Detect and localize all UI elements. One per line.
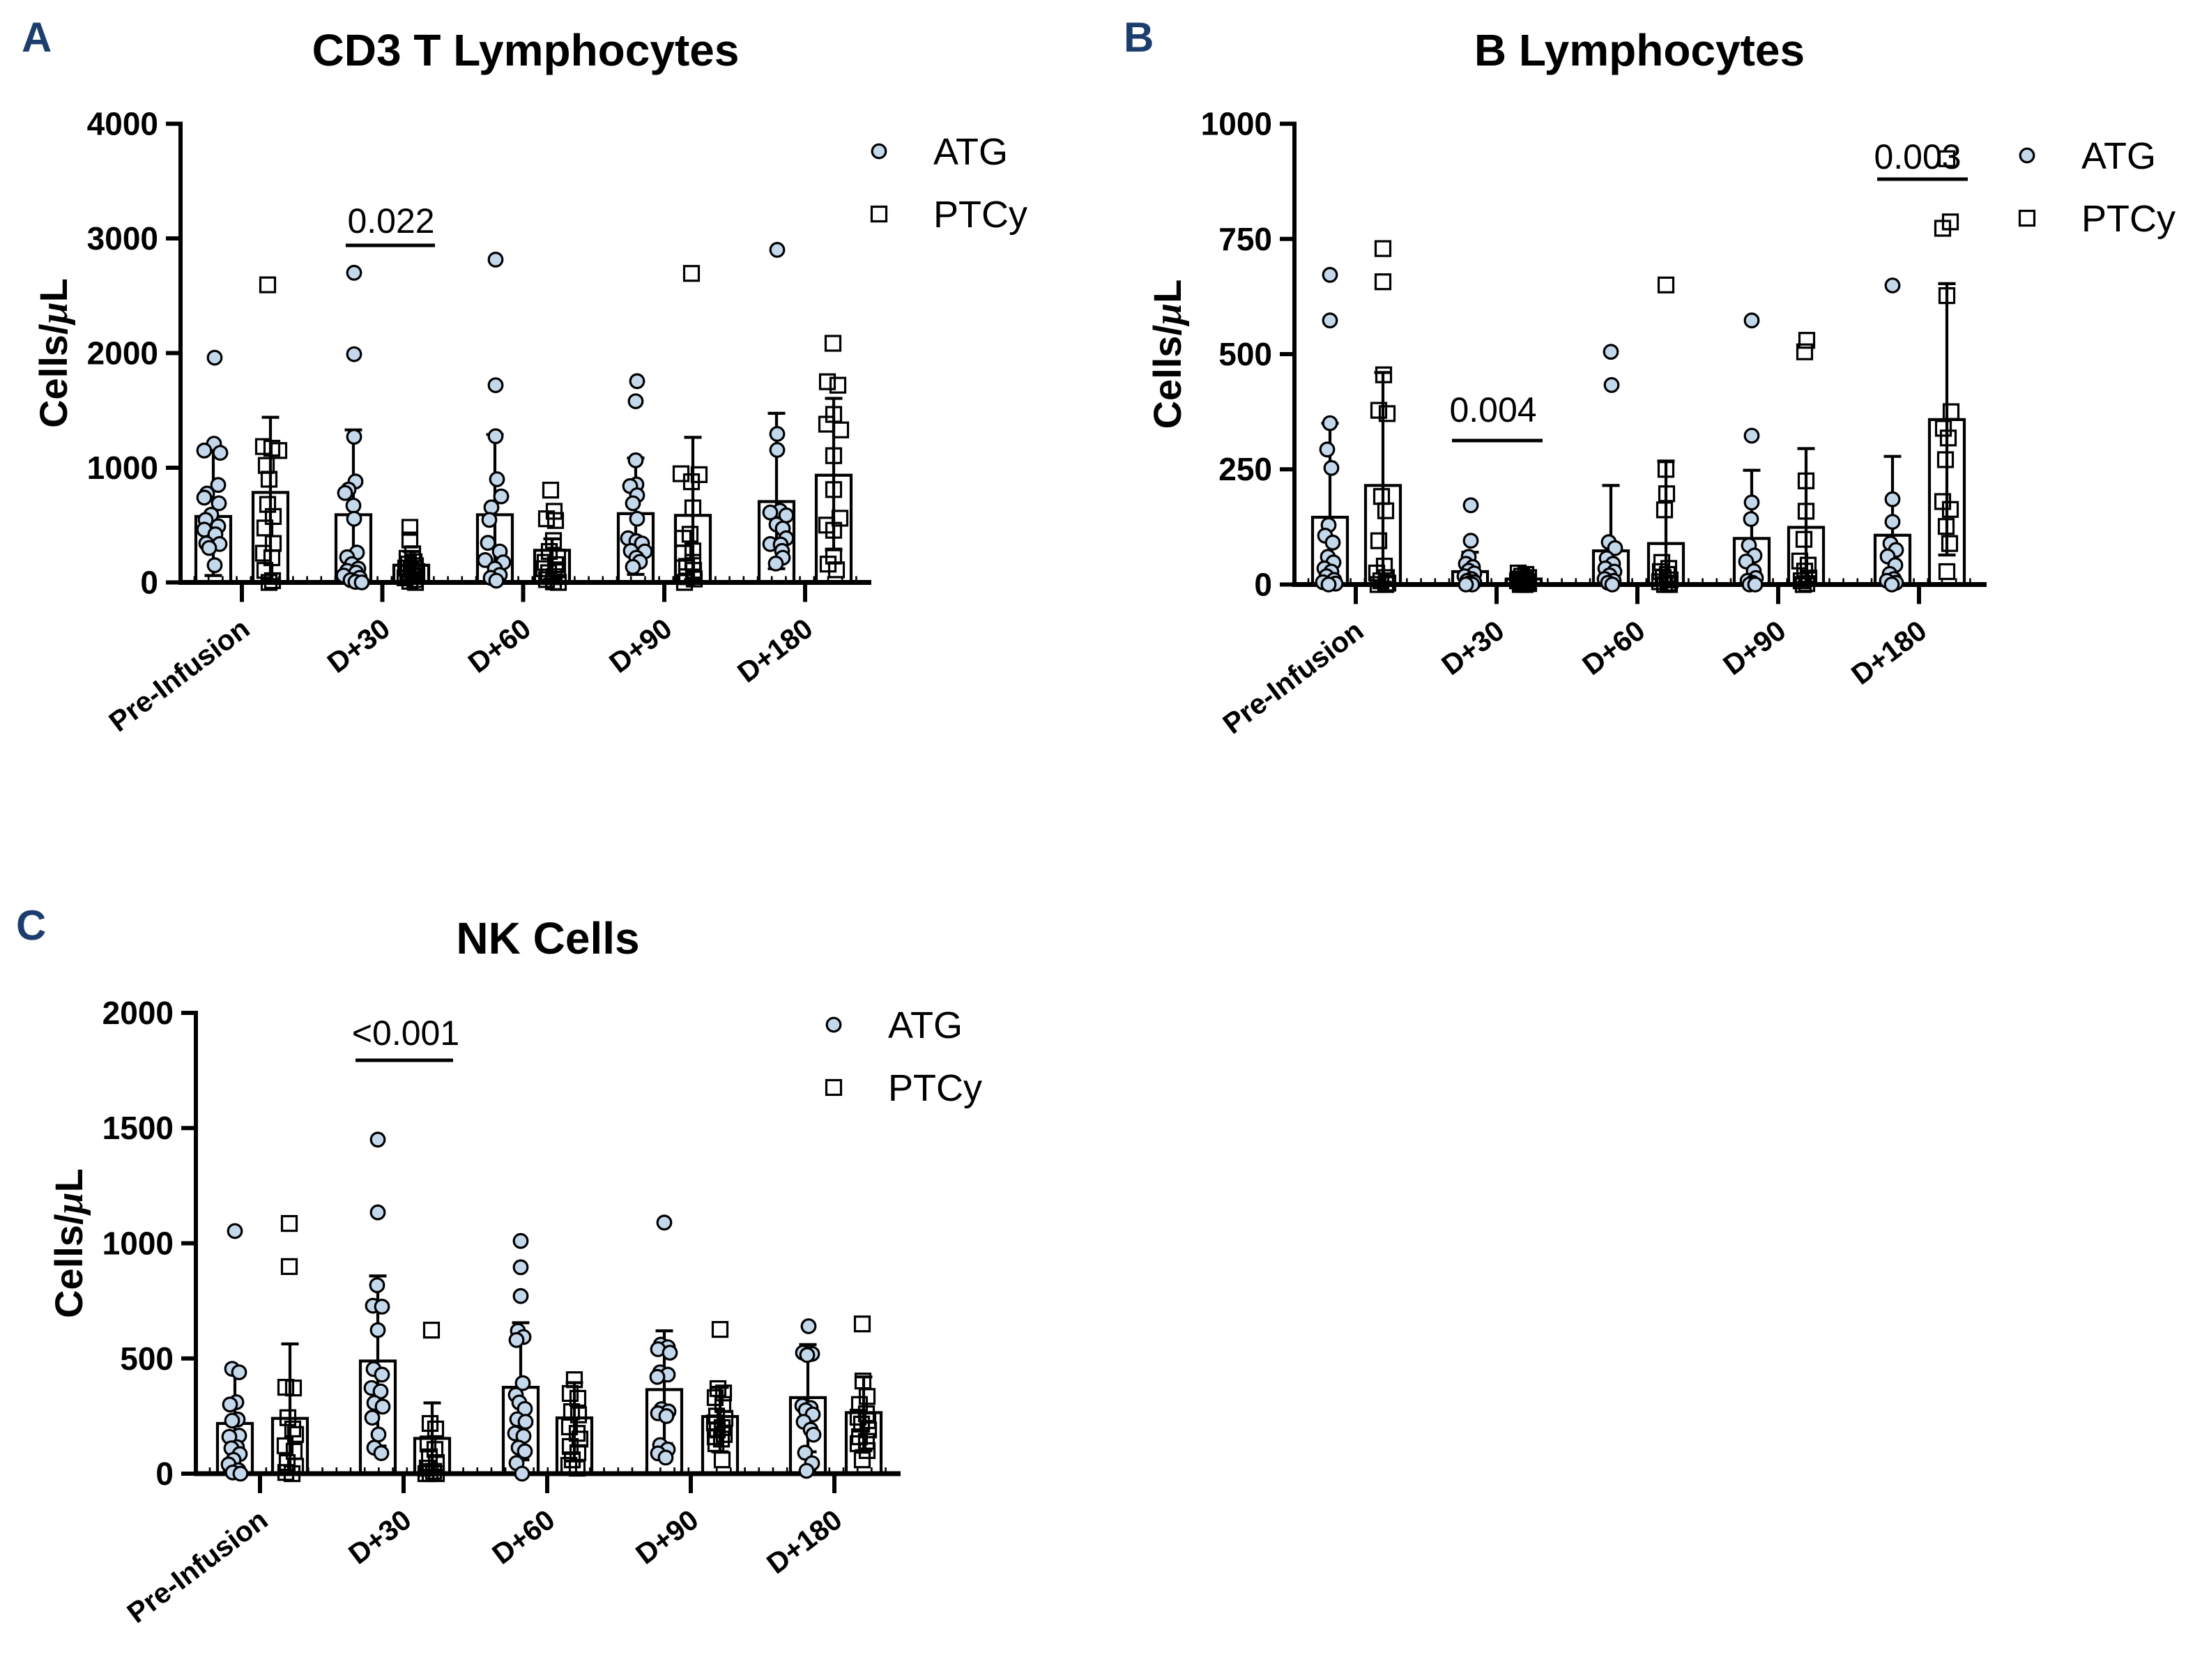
svg-text:3000: 3000 xyxy=(87,220,158,257)
svg-text:0: 0 xyxy=(1254,567,1272,603)
svg-text:0.003: 0.003 xyxy=(1874,137,1961,176)
svg-text:2000: 2000 xyxy=(102,995,174,1031)
svg-text:1000: 1000 xyxy=(1201,106,1272,142)
svg-text:B Lymphocytes: B Lymphocytes xyxy=(1474,25,1805,75)
svg-text:0.004: 0.004 xyxy=(1449,390,1536,429)
svg-text:750: 750 xyxy=(1218,221,1272,257)
svg-text:Cells/μL: Cells/μL xyxy=(47,1168,91,1318)
svg-text:ATG: ATG xyxy=(888,1005,963,1046)
svg-text:Cells/μL: Cells/μL xyxy=(1145,280,1190,429)
svg-text:PTCy: PTCy xyxy=(933,194,1027,236)
svg-text:CD3 T Lymphocytes: CD3 T Lymphocytes xyxy=(312,25,740,75)
svg-text:250: 250 xyxy=(1218,451,1272,487)
svg-text:1500: 1500 xyxy=(102,1110,174,1146)
svg-text:0.022: 0.022 xyxy=(347,201,434,240)
svg-text:ATG: ATG xyxy=(2081,135,2156,177)
svg-text:500: 500 xyxy=(1218,336,1272,372)
svg-text:1000: 1000 xyxy=(87,450,158,486)
svg-text:1000: 1000 xyxy=(102,1225,174,1262)
svg-text:NK Cells: NK Cells xyxy=(456,913,639,963)
svg-text:500: 500 xyxy=(120,1341,174,1377)
svg-text:Cells/μL: Cells/μL xyxy=(31,278,76,428)
svg-text:PTCy: PTCy xyxy=(888,1067,982,1109)
svg-text:0: 0 xyxy=(155,1456,174,1492)
svg-text:2000: 2000 xyxy=(87,335,158,372)
svg-text:4000: 4000 xyxy=(87,106,158,142)
svg-text:ATG: ATG xyxy=(933,131,1008,173)
svg-text:0: 0 xyxy=(140,565,158,601)
svg-text:C: C xyxy=(16,902,46,949)
svg-text:<0.001: <0.001 xyxy=(352,1014,459,1053)
svg-text:A: A xyxy=(22,14,52,61)
svg-text:PTCy: PTCy xyxy=(2081,198,2176,240)
svg-text:B: B xyxy=(1124,14,1154,61)
